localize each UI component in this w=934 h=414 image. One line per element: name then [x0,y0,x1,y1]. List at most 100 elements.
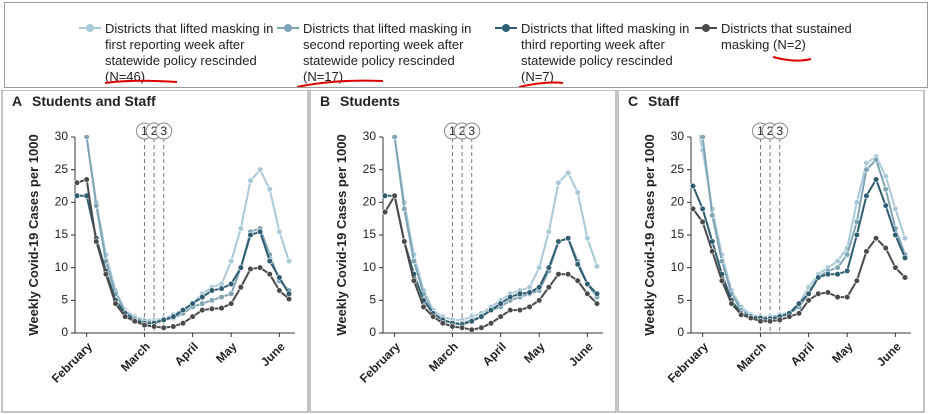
annotation-circle [463,122,481,140]
data-point [122,313,129,320]
data-point [131,318,138,325]
x-tick-label: March [734,339,769,374]
data-point [266,186,273,193]
data-point [112,300,119,307]
y-axis-label: Weekly Covid-19 Cases per 1000 [334,134,349,335]
data-point [834,258,841,265]
y-tick-label: 15 [363,227,377,241]
data-point [545,228,552,235]
data-point [863,160,870,167]
annotation-label: 2 [767,124,774,138]
data-point [256,228,264,235]
legend-label: Districts that lifted masking in third r… [521,21,690,84]
data-point [478,324,485,331]
data-point [882,186,889,193]
data-point [853,277,860,284]
data-point [391,135,398,141]
data-point [882,202,889,209]
legend-entry: Districts that lifted masking in second … [277,21,488,85]
data-point [795,310,803,317]
panel-frame [309,90,617,413]
panel-title: Students [340,93,400,109]
data-point [285,290,293,297]
data-point [228,300,235,307]
x-tick-label: March [426,339,461,374]
data-point [247,265,254,273]
x-tick-label: June [566,339,596,369]
x-tick-label: February [357,339,403,385]
data-point [199,293,206,301]
data-point [487,320,495,327]
data-point [93,202,100,209]
data-point [199,307,206,314]
red-underline [772,56,812,62]
data-point [487,307,495,314]
data-point [170,323,177,330]
data-point [574,277,581,284]
data-point [478,313,485,320]
data-point [430,313,437,320]
data-point [276,274,283,281]
data-point [276,228,283,235]
data-point [872,235,880,242]
data-point [689,205,697,212]
series-line [85,135,290,321]
data-point [516,307,524,314]
data-point [102,271,110,278]
y-axis-label: Weekly Covid-19 Cases per 1000 [642,134,657,335]
y-tick-label: 15 [55,227,69,241]
data-point [526,284,533,291]
data-point [593,290,601,297]
data-point [882,173,889,180]
data-point [901,235,909,242]
panel-letter: B [320,93,330,109]
data-point [863,192,870,199]
annotation-circle [771,122,789,140]
y-tick-label: 0 [677,325,684,339]
y-tick-label: 25 [55,162,69,176]
data-point [83,176,90,183]
data-point [507,293,514,301]
data-point [757,318,764,325]
data-point [189,300,196,307]
data-point [709,212,716,219]
y-tick-label: 0 [61,325,68,339]
data-point [863,248,870,255]
legend-label: Districts that lifted masking in second … [303,21,472,84]
legend-label: Districts that lifted masking in first r… [105,21,274,84]
data-point [526,303,533,310]
panel-frame [617,90,925,413]
data-point [709,248,716,255]
data-point [699,218,706,226]
data-point [689,182,697,190]
data-point [844,251,851,258]
data-point [468,326,475,333]
data-point [536,264,543,271]
data-point [237,284,244,291]
legend-swatch [695,24,717,32]
data-point [208,297,216,304]
data-point [247,231,254,239]
legend-label: Districts that sustained masking (N=2) [721,21,852,52]
data-point [237,264,244,271]
data-point [699,205,706,212]
x-tick-label: March [118,339,153,374]
y-tick-label: 25 [671,162,685,176]
data-point [218,305,225,312]
data-point [545,284,552,291]
y-tick-label: 20 [671,195,685,209]
data-point [872,176,880,183]
legend: Districts that lifted masking in first r… [4,2,928,88]
legend-entry: Districts that lifted masking in third r… [495,21,696,85]
data-point [401,205,408,212]
series-line [85,135,290,323]
data-point [150,323,158,330]
data-point [458,324,466,331]
data-point [584,290,591,297]
data-point [901,254,909,261]
data-point [593,300,601,307]
data-point [536,284,543,291]
data-point [93,238,100,245]
data-point [805,297,812,304]
